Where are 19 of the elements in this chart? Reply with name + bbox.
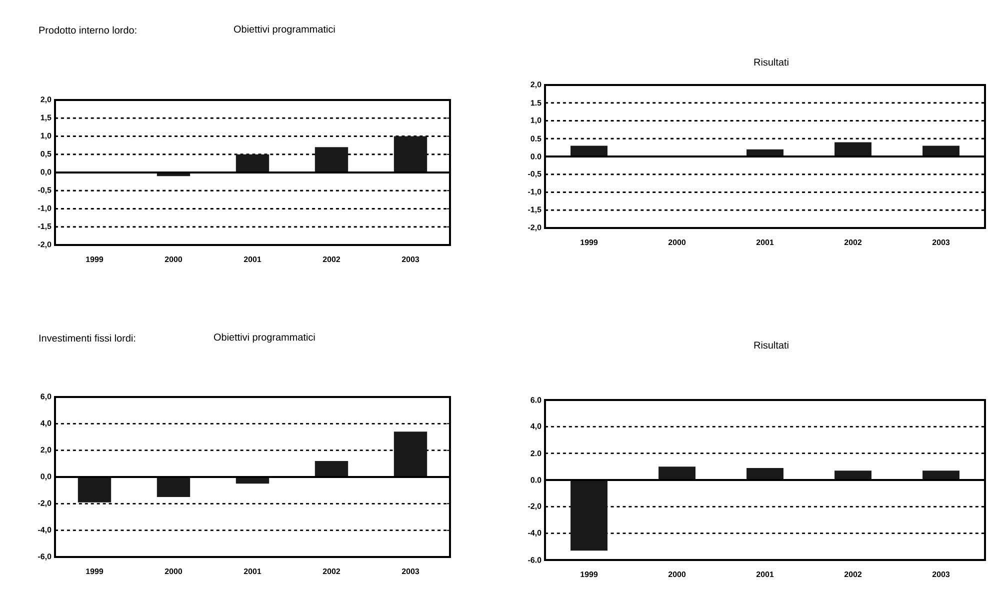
bar <box>314 147 348 172</box>
bar <box>834 470 872 480</box>
bar <box>922 470 960 480</box>
chart-subtitle: Obiettivi programmatici <box>234 25 335 35</box>
bar <box>78 477 112 502</box>
bar <box>236 154 270 172</box>
chart-subtitle: Obiettivi programmatici <box>214 333 315 343</box>
bar <box>570 480 608 551</box>
chart-title: Investimenti fissi lordi: <box>39 334 136 342</box>
bar <box>658 466 696 480</box>
bar <box>394 136 428 172</box>
bar <box>834 142 872 156</box>
chart-title: Risultati <box>754 58 788 66</box>
chart-title: Risultati <box>754 341 788 349</box>
bar <box>394 432 428 477</box>
bar <box>156 477 190 497</box>
bar <box>746 468 784 480</box>
bar <box>314 460 348 477</box>
chart-title: Prodotto interno lordo: <box>39 26 136 34</box>
